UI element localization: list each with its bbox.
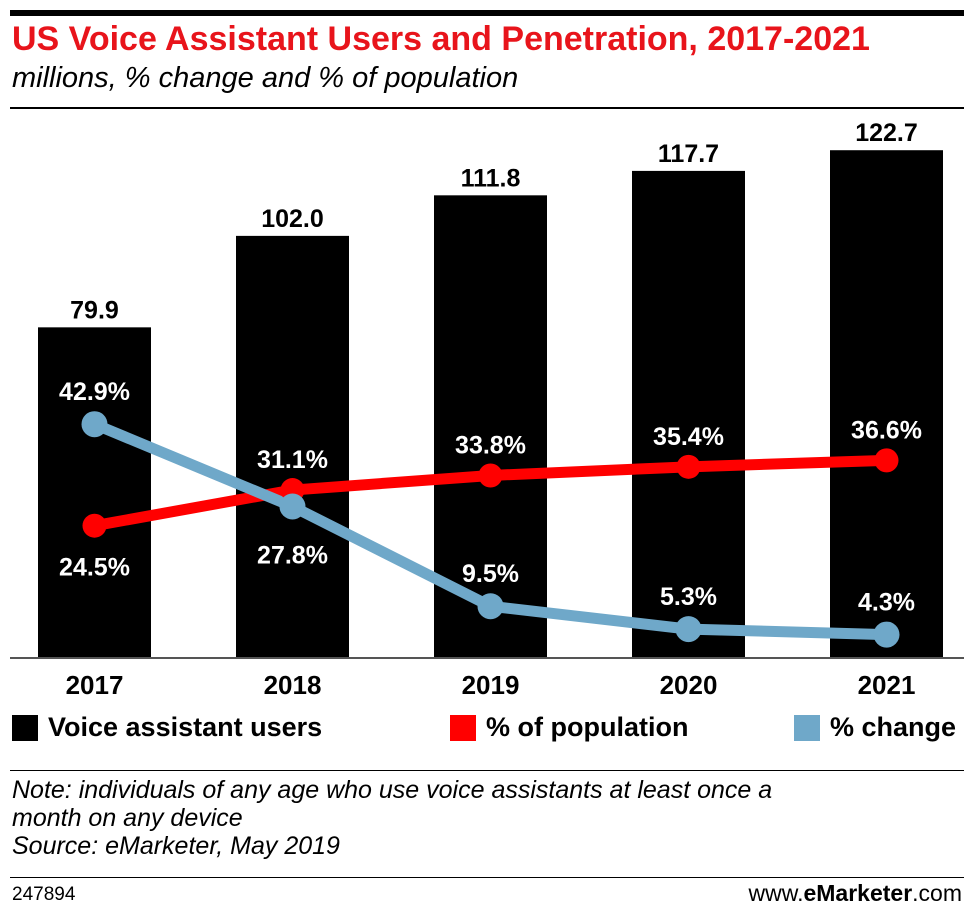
- bar-2020: [632, 170, 745, 658]
- bar-2018: [236, 235, 349, 658]
- change-point-2020: [675, 616, 702, 643]
- x-tick-label-2020: 2020: [660, 670, 718, 700]
- population-point-2021: [874, 448, 899, 473]
- chart-area: 79.9 102.0 111.8 117.7 122.7 2017 2018 2019 2020…: [10, 119, 964, 700]
- brand-suffix: .com: [912, 880, 962, 906]
- chart-subtitle: millions, % change and % of population: [12, 62, 519, 94]
- x-tick-label-2018: 2018: [264, 670, 322, 700]
- population-point-2019: [478, 463, 503, 488]
- legend-label-change: % change: [830, 712, 957, 742]
- legend-label-population: % of population: [486, 712, 689, 742]
- brand-link[interactable]: www.eMarketer.com: [749, 880, 962, 907]
- change-point-2017: [81, 411, 108, 438]
- population-label-2020: 35.4%: [653, 423, 724, 451]
- bar-2019: [434, 195, 547, 658]
- population-label-2017: 24.5%: [59, 554, 130, 582]
- chart-title: US Voice Assistant Users and Penetration…: [12, 20, 870, 58]
- footer-rule: [10, 877, 964, 878]
- change-label-2017: 42.9%: [59, 378, 130, 406]
- note-rule: [10, 770, 964, 771]
- bar-label-2020: 117.7: [658, 140, 719, 168]
- population-point-2017: [82, 513, 107, 538]
- chart-id: 247894: [12, 884, 76, 905]
- legend-swatch-population: [450, 714, 476, 741]
- legend-label-users: Voice assistant users: [48, 712, 323, 742]
- change-label-2021: 4.3%: [858, 589, 915, 617]
- bar-label-2019: 111.8: [461, 164, 521, 192]
- bar-label-2021: 122.7: [855, 119, 918, 147]
- change-point-2019: [477, 593, 504, 620]
- change-label-2018: 27.8%: [257, 541, 328, 569]
- bar-2017: [38, 327, 151, 658]
- legend: Voice assistant users % of population % …: [12, 712, 964, 752]
- change-label-2019: 9.5%: [462, 560, 519, 588]
- population-label-2018: 31.1%: [257, 446, 328, 474]
- legend-swatch-users: [12, 714, 38, 741]
- brand-prefix: www.: [748, 880, 804, 906]
- note-line-1: Note: individuals of any age who use voi…: [12, 776, 773, 804]
- legend-item-population: % of population: [450, 712, 688, 743]
- change-label-2020: 5.3%: [660, 583, 717, 611]
- x-tick-label-2021: 2021: [858, 670, 916, 700]
- brand-name: eMarketer: [803, 880, 913, 906]
- source-line: Source: eMarketer, May 2019: [12, 832, 340, 860]
- legend-swatch-change: [794, 714, 820, 741]
- population-label-2021: 36.6%: [851, 416, 922, 444]
- note-line-2: month on any device: [12, 804, 243, 832]
- x-tick-label-2017: 2017: [66, 670, 124, 700]
- note: Note: individuals of any age who use voi…: [12, 776, 962, 860]
- legend-item-change: % change: [794, 712, 956, 743]
- change-point-2018: [279, 493, 306, 520]
- bar-label-2018: 102.0: [261, 205, 324, 233]
- x-tick-label-2019: 2019: [462, 670, 520, 700]
- bar-2021: [830, 150, 943, 659]
- population-label-2019: 33.8%: [455, 431, 526, 459]
- subtitle-rule: [10, 107, 964, 109]
- change-point-2021: [873, 621, 900, 648]
- bar-label-2017: 79.9: [70, 296, 119, 324]
- legend-item-users: Voice assistant users: [12, 712, 322, 743]
- top-rule: [10, 10, 964, 16]
- population-point-2020: [676, 454, 701, 479]
